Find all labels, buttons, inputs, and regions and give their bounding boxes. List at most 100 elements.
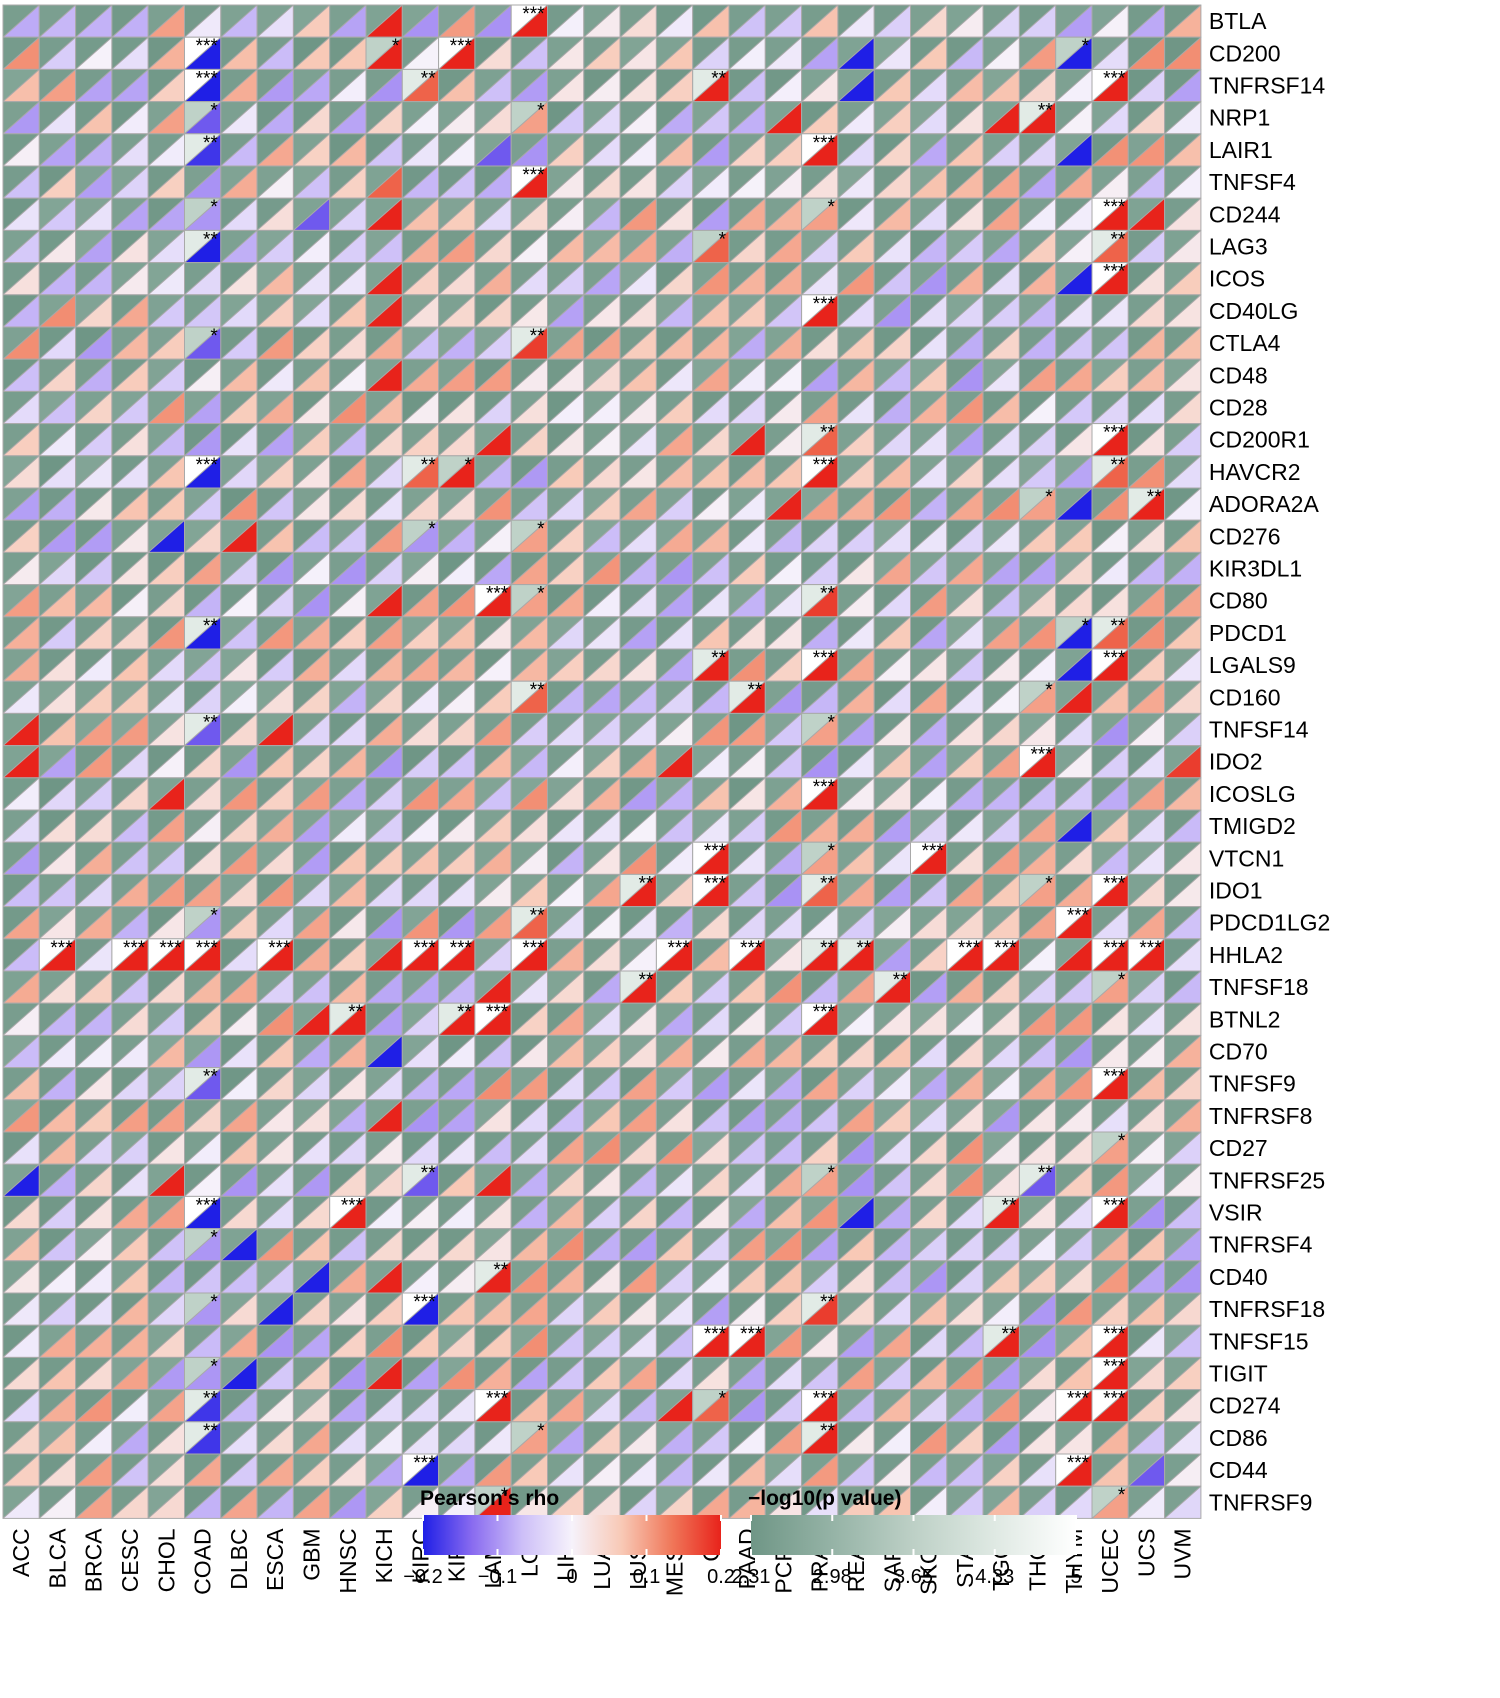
- heatmap-cell: [1091, 165, 1129, 199]
- cell-diagonal: [873, 262, 911, 296]
- heatmap-cell: [111, 423, 149, 457]
- heatmap-cell: [220, 616, 258, 650]
- heatmap-cell: [910, 680, 948, 714]
- cell-diagonal: [293, 230, 331, 263]
- cell-diagonal: [438, 326, 476, 360]
- heatmap-cell: [1127, 809, 1166, 843]
- cell-diagonal: [946, 133, 984, 167]
- heatmap-cell: [910, 777, 948, 811]
- cell-diagonal: [619, 262, 657, 296]
- heatmap-cell: [220, 358, 258, 392]
- cell-diagonal: [474, 230, 512, 263]
- cell-diagonal: [1019, 230, 1057, 263]
- cell-diagonal: [474, 262, 512, 296]
- cell-diagonal: [946, 262, 984, 296]
- cell-diagonal: [1055, 262, 1093, 296]
- heatmap-cell: [184, 358, 222, 392]
- cell-diagonal: [184, 391, 222, 424]
- heatmap-cell: [619, 423, 657, 457]
- heatmap-cell: [75, 777, 113, 811]
- cell-diagonal: [801, 230, 839, 263]
- heatmap-cell: [583, 519, 621, 553]
- heatmap-cell: [147, 648, 185, 682]
- heatmap-cell: [583, 873, 621, 908]
- heatmap-cell: [873, 262, 912, 296]
- heatmap-cell: [1164, 712, 1202, 747]
- heatmap-cell: [764, 841, 803, 875]
- heatmap-cell: [728, 423, 766, 457]
- heatmap-cell: [329, 68, 367, 103]
- heatmap-cell: [256, 616, 294, 650]
- heatmap-cell: [2, 841, 40, 875]
- heatmap-cell: [946, 777, 984, 811]
- cell-diagonal: [1055, 133, 1093, 167]
- heatmap-cell: [837, 809, 875, 843]
- heatmap-cell: [619, 551, 657, 586]
- cell-diagonal: [2, 262, 40, 296]
- cell-diagonal: [946, 4, 984, 38]
- heatmap-cell: [401, 648, 440, 682]
- cell-diagonal: [256, 133, 294, 167]
- cell-diagonal: [656, 101, 694, 135]
- cell-diagonal: [764, 36, 802, 70]
- heatmap-cell: [147, 712, 185, 747]
- cell-diagonal: [256, 294, 294, 328]
- heatmap-cell: [111, 326, 149, 360]
- heatmap-cell: [583, 809, 621, 843]
- heatmap-cell: [474, 712, 512, 747]
- heatmap-cell: [692, 165, 730, 199]
- cell-diagonal: [293, 69, 331, 102]
- heatmap-cell: [510, 358, 549, 392]
- heatmap-cell: [256, 551, 294, 586]
- cell-diagonal: [474, 197, 512, 231]
- cell-diagonal: [547, 326, 585, 360]
- heatmap-cell: [75, 423, 113, 457]
- heatmap-cell: [1055, 551, 1093, 586]
- heatmap-cell: [619, 938, 657, 972]
- heatmap-cell: [220, 36, 258, 70]
- heatmap-cell: [583, 616, 621, 650]
- heatmap-cell: [111, 906, 149, 940]
- heatmap-cell: [946, 294, 984, 328]
- heatmap-cell: [1018, 68, 1057, 103]
- heatmap-cell: [1055, 841, 1093, 875]
- heatmap-cell: [438, 4, 476, 38]
- heatmap-cell: [1164, 648, 1202, 682]
- cell-diagonal: [910, 391, 948, 424]
- heatmap-cell: [147, 873, 185, 908]
- heatmap-cell: [1127, 455, 1166, 489]
- heatmap-cell: [873, 841, 912, 875]
- cell-diagonal: [365, 69, 403, 102]
- cell-diagonal: [293, 36, 331, 70]
- heatmap-cell: [873, 584, 912, 618]
- cell-diagonal: [220, 197, 258, 231]
- heatmap-cell: [292, 712, 331, 747]
- heatmap-cell: [292, 873, 331, 908]
- heatmap-cell: [292, 809, 331, 843]
- heatmap-cell: [220, 390, 258, 425]
- cell-diagonal: [764, 358, 802, 392]
- cell-diagonal: [728, 262, 766, 296]
- heatmap-cell: [728, 68, 766, 103]
- cell-diagonal: [401, 391, 439, 424]
- heatmap-cell: [111, 584, 149, 618]
- heatmap-cell: [946, 745, 984, 779]
- heatmap-cell: [619, 36, 657, 70]
- cell-diagonal: [801, 294, 839, 328]
- cell-diagonal: [438, 391, 476, 424]
- heatmap-cell: [401, 745, 440, 779]
- cell-diagonal: [946, 165, 984, 199]
- heatmap-cell: [220, 101, 258, 135]
- cell-diagonal: [293, 4, 331, 38]
- heatmap-cell: [474, 648, 512, 682]
- heatmap-cell: [764, 906, 803, 940]
- heatmap-cell: [329, 197, 367, 231]
- heatmap-cell: [837, 133, 875, 167]
- heatmap-cell: [256, 648, 294, 682]
- heatmap-cell: [256, 390, 294, 425]
- heatmap-cell: [873, 938, 912, 972]
- heatmap-cell: [2, 487, 40, 521]
- heatmap-cell: [1127, 841, 1166, 875]
- cell-diagonal: [184, 230, 222, 263]
- cell-diagonal: [692, 4, 730, 38]
